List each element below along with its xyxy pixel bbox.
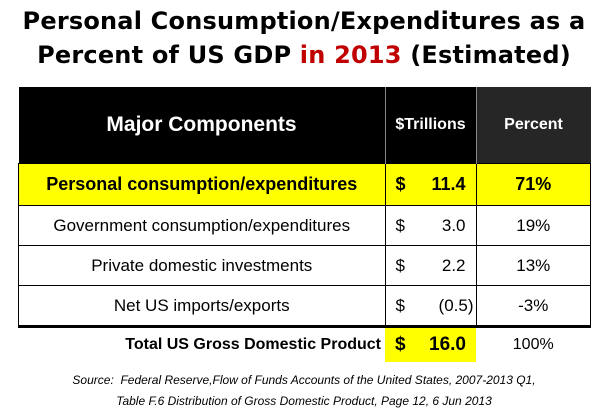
total-percent: 100%: [512, 336, 554, 353]
source-note: Source: Federal Reserve,Flow of Funds Ac…: [0, 370, 608, 412]
cell-trillions: $11.4: [384, 163, 477, 206]
currency-sign: $: [395, 255, 405, 275]
cell-percent: 13%: [475, 245, 591, 286]
table-row: Private domestic investments $2.2 13%: [18, 245, 591, 286]
total-trillions: $16.0: [385, 326, 476, 362]
header-percent: Percent: [475, 87, 591, 164]
table-row: Personal consumption/expenditures $11.4 …: [18, 163, 591, 206]
currency-sign: $: [395, 215, 405, 235]
header-trillions: $Trillions: [384, 87, 476, 164]
title-text-estimated: (Estimated): [401, 41, 571, 69]
cell-percent: -3%: [475, 285, 591, 328]
trillions-value: 11.4: [431, 174, 466, 194]
currency-sign: $: [395, 334, 406, 355]
cell-trillions: $3.0: [384, 205, 477, 246]
trillions-value: (0.5): [438, 295, 474, 315]
total-row: Total US Gross Domestic Product $16.0 10…: [19, 326, 591, 362]
cell-percent: 71%: [475, 163, 591, 206]
cell-trillions: $ (0.5): [384, 285, 477, 328]
chart-title: Personal Consumption/Expenditures as a P…: [0, 4, 608, 72]
currency-sign: $: [395, 174, 406, 194]
title-year-highlight: in 2013: [299, 41, 402, 69]
trillions-value: 2.2: [441, 255, 466, 275]
cell-component: Private domestic investments: [18, 245, 386, 286]
total-label: Total US Gross Domestic Product: [125, 336, 381, 353]
title-text: Percent of US GDP: [37, 41, 300, 69]
trillions-value: 16.0: [429, 334, 466, 355]
cell-percent: 19%: [475, 205, 591, 246]
cell-component: Government consumption/expenditures: [18, 205, 386, 246]
table-row: Net US imports/exports $ (0.5) -3%: [18, 285, 591, 328]
gdp-table: Major Components $Trillions Percent Pers…: [18, 87, 591, 362]
title-line-1: Personal Consumption/Expenditures as a: [22, 7, 586, 35]
currency-sign: $: [395, 295, 405, 315]
source-line-1: Source: Federal Reserve,Flow of Funds Ac…: [72, 373, 536, 387]
header-components: Major Components: [18, 87, 385, 164]
trillions-value: 3.0: [441, 215, 466, 235]
cell-component: Net US imports/exports: [18, 285, 386, 328]
source-line-2: Table F.6 Distribution of Gross Domestic…: [116, 394, 492, 408]
cell-trillions: $2.2: [384, 245, 477, 286]
header-row: Major Components $Trillions Percent: [18, 87, 591, 164]
table-row: Government consumption/expenditures $3.0…: [18, 205, 591, 246]
title-line-2: Percent of US GDP in 2013 (Estimated): [0, 38, 608, 72]
cell-component: Personal consumption/expenditures: [18, 163, 386, 206]
